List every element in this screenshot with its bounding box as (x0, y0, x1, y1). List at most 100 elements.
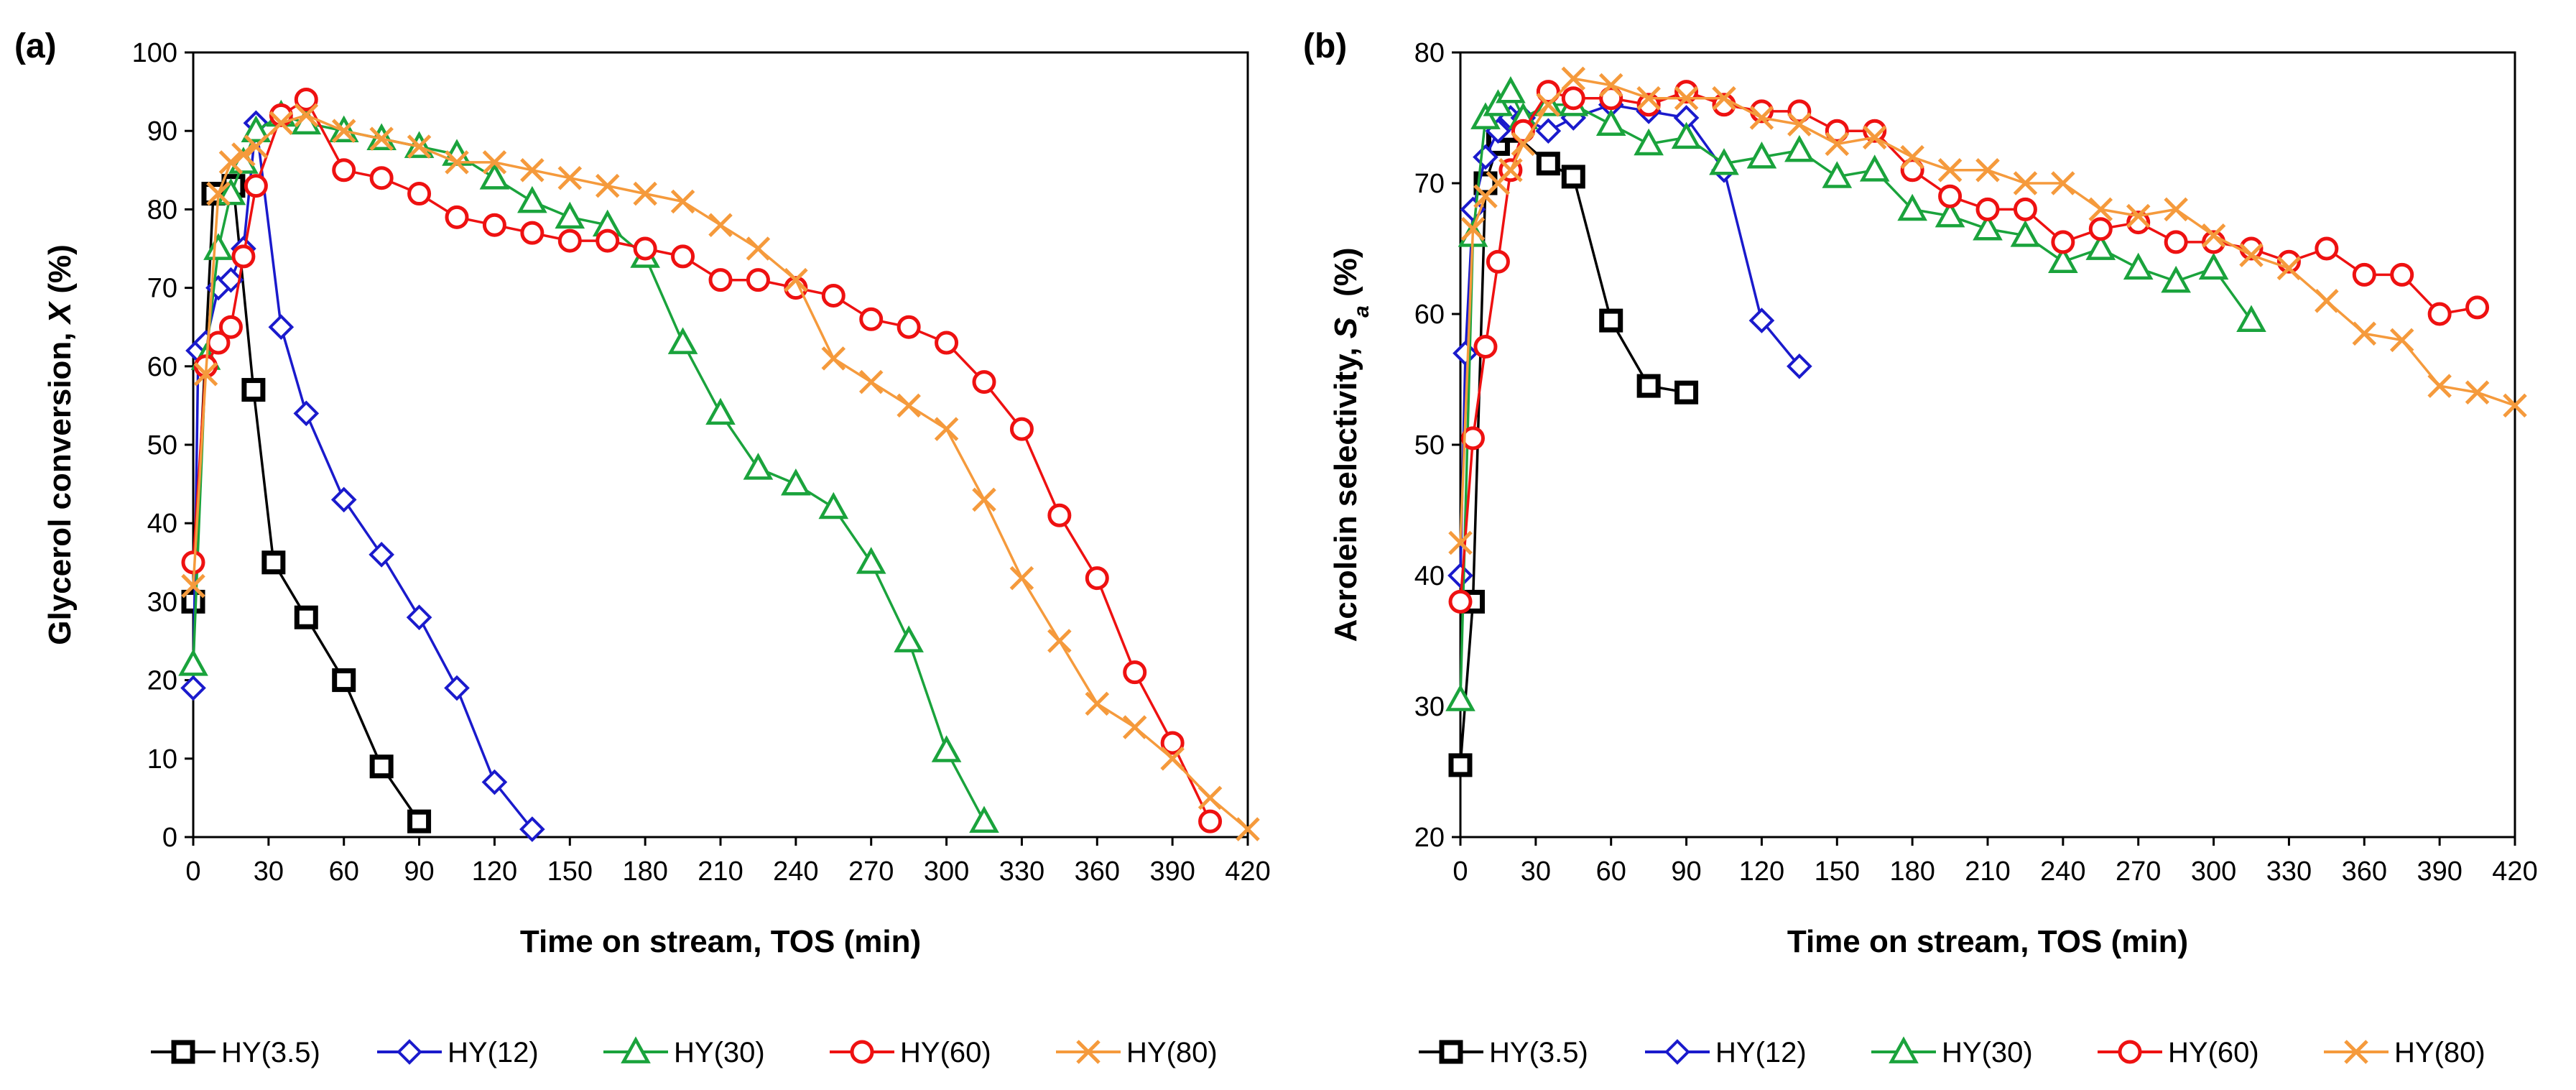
y-tick-label: 50 (1414, 430, 1445, 461)
data-point-hy-30 (667, 327, 698, 354)
data-point-hy-60 (2352, 262, 2376, 287)
legend-label: HY(3.5) (221, 1037, 320, 1068)
x-axis-title-a: Time on stream, TOS (min) (520, 924, 921, 959)
data-point-hy-30 (2198, 252, 2229, 280)
data-point-hy-60 (2390, 262, 2414, 287)
legend-marker (1439, 1040, 1463, 1064)
y-tick-label: 20 (1414, 823, 1445, 853)
data-point-hy-60 (972, 370, 996, 394)
y-tick-label: 0 (162, 823, 177, 853)
x-tick-label: 30 (1521, 856, 1551, 887)
data-point-hy-3-5 (261, 550, 286, 575)
data-point-hy-80 (407, 134, 432, 159)
legend-a: HY(3.5) HY(12) HY(30) HY(60) HY(80) (151, 1036, 1218, 1068)
data-point-hy-80 (972, 487, 996, 512)
data-point-hy-60 (1938, 184, 1963, 208)
y-ticks-b: 20 30 40 50 60 70 80 (1414, 38, 1460, 853)
legend-item-hy-3-5: HY(3.5) (1419, 1037, 1588, 1068)
data-point-hy-80 (2051, 171, 2075, 195)
data-point-hy-30 (1935, 200, 1965, 228)
x-tick-label: 270 (2116, 856, 2161, 887)
y-axis-title-b: Acrolein selectivity, Sa (%) (1328, 248, 1373, 642)
data-point-hy-60 (2465, 295, 2490, 320)
data-point-hy-30 (479, 162, 510, 190)
data-point-hy-60 (1047, 503, 1072, 527)
data-point-hy-12 (444, 675, 470, 701)
data-point-hy-80 (181, 573, 205, 599)
data-point-hy-60 (294, 88, 318, 112)
chart-panel-a: (a) 0 10 20 30 40 50 60 70 80 90 100 0 30 60 90 120 150… (14, 27, 1271, 959)
panel-label-b: (b) (1303, 27, 1347, 65)
data-point-hy-30 (1671, 121, 1702, 149)
x-axis-title-b: Time on stream, TOS (min) (1787, 924, 2188, 959)
data-point-hy-30 (818, 491, 849, 519)
data-point-hy-30 (203, 233, 233, 260)
data-point-hy-60 (2088, 217, 2113, 241)
plot-area-a (192, 51, 1249, 839)
data-point-hy-80 (1085, 691, 1110, 716)
x-ticks-b: 0 30 60 90 120 150 180 210 240 270 300 330 360 390 420 (1453, 837, 2538, 887)
legend-b: HY(3.5) HY(12) HY(30) HY(60) HY(80) (1419, 1036, 2485, 1068)
data-point-hy-80 (595, 173, 620, 198)
legend-item-hy-30: HY(30) (1871, 1036, 2033, 1068)
series-b (1445, 66, 2527, 777)
data-point-hy-12 (293, 400, 320, 427)
data-point-hy-60 (332, 158, 356, 183)
data-point-hy-60 (369, 166, 394, 190)
x-tick-label: 180 (622, 856, 667, 887)
x-tick-label: 210 (1965, 856, 2010, 887)
data-point-hy-30 (1483, 89, 1514, 116)
data-point-hy-3-5 (1636, 374, 1661, 398)
data-point-hy-30 (1859, 154, 1890, 182)
data-point-hy-30 (2123, 252, 2154, 280)
x-tick-label: 300 (924, 856, 969, 887)
legend-marker (850, 1040, 874, 1064)
data-point-hy-60 (1460, 426, 1485, 451)
data-point-hy-60 (231, 244, 256, 269)
legend-item-hy-60: HY(60) (2098, 1037, 2259, 1068)
data-point-hy-60 (1085, 566, 1109, 591)
data-point-hy-80 (2389, 328, 2414, 353)
legend-label: HY(60) (900, 1037, 991, 1068)
x-tick-label: 90 (1671, 856, 1701, 887)
x-tick-label: 0 (1453, 856, 1468, 887)
data-point-hy-80 (1862, 125, 1887, 150)
data-point-hy-12 (268, 314, 295, 341)
data-point-hy-80 (294, 103, 319, 128)
data-point-hy-60 (1787, 99, 1812, 124)
data-point-hy-80 (858, 369, 884, 394)
x-tick-label: 420 (1225, 856, 1270, 887)
data-point-hy-12 (330, 486, 357, 513)
data-point-hy-30 (1746, 141, 1777, 169)
x-tick-label: 300 (2191, 856, 2236, 887)
y-tick-label: 20 (147, 666, 177, 696)
x-tick-label: 60 (1596, 856, 1626, 887)
data-point-hy-12 (369, 542, 394, 568)
data-point-hy-3-5 (407, 809, 432, 833)
legend-label: HY(12) (1715, 1037, 1807, 1068)
data-point-hy-60 (2315, 236, 2339, 261)
legend-label: HY(80) (2394, 1037, 2485, 1068)
data-point-hy-80 (896, 393, 921, 418)
data-point-hy-60 (1825, 119, 1849, 143)
data-point-hy-12 (180, 675, 206, 701)
data-point-hy-60 (2164, 230, 2188, 254)
data-point-hy-12 (1748, 308, 1775, 333)
data-point-hy-80 (633, 181, 657, 206)
data-point-hy-60 (445, 205, 469, 229)
legend-marker (171, 1040, 195, 1064)
y-tick-label: 10 (147, 744, 177, 775)
data-point-hy-60 (1473, 335, 1498, 359)
data-point-hy-30 (1496, 75, 1526, 103)
y-tick-label: 60 (147, 352, 177, 382)
data-point-hy-3-5 (332, 668, 356, 693)
data-point-hy-80 (2315, 289, 2339, 313)
data-point-hy-60 (1160, 731, 1185, 755)
legend-marker (2344, 1040, 2368, 1064)
legend-label: HY(3.5) (1489, 1037, 1588, 1068)
data-point-hy-80 (1448, 530, 1473, 555)
x-tick-label: 390 (1149, 856, 1195, 887)
y-tick-label: 80 (1414, 38, 1445, 68)
y-tick-label: 40 (147, 509, 177, 539)
